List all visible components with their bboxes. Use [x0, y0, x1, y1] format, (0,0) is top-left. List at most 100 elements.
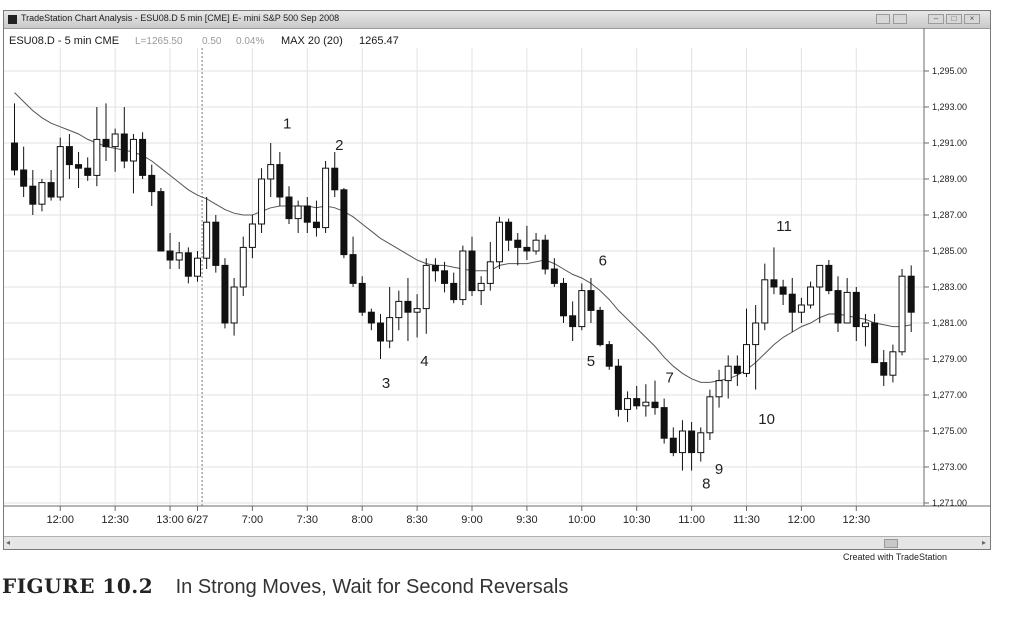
- candle-body-down: [514, 239, 522, 248]
- candle: [11, 103, 18, 176]
- candle: [294, 200, 302, 233]
- time-tick-label: 9:00: [461, 514, 482, 526]
- candle-body-down: [312, 221, 320, 229]
- bar-count-label: 7: [665, 369, 673, 386]
- candle: [678, 420, 686, 471]
- candle-body-down: [166, 250, 174, 261]
- price-axis[interactable]: 1,295.00 1,293.00 1,291.00 1,289.00 1,287.00…: [924, 66, 967, 508]
- candle-body-up: [532, 239, 540, 252]
- candle: [84, 157, 92, 181]
- candle-body-down: [523, 246, 531, 252]
- price-tick-label: 1,273.00: [932, 462, 967, 472]
- minimize-button[interactable]: –: [928, 14, 944, 24]
- candle-body-up: [843, 291, 851, 324]
- candle: [843, 278, 851, 324]
- candle-body-up: [386, 317, 394, 342]
- candle-body-down: [468, 250, 476, 292]
- time-tick-label: 8:30: [406, 514, 427, 526]
- bar-count-label: 10: [758, 411, 775, 428]
- scroll-left-arrow-icon[interactable]: ◂: [6, 538, 11, 547]
- candle-body-down: [541, 239, 549, 270]
- grid-toggle-button[interactable]: [876, 14, 890, 24]
- candle-body-up: [678, 430, 686, 454]
- candle: [688, 422, 696, 471]
- link-toggle-button[interactable]: [893, 14, 907, 24]
- candle: [184, 247, 192, 284]
- candle-body-up: [413, 308, 421, 313]
- figure-caption: FIGURE 10.2 In Strong Moves, Wait for Se…: [2, 574, 568, 599]
- candle-body-down: [303, 205, 311, 223]
- candle: [377, 314, 384, 359]
- bar-count-label: 4: [420, 353, 428, 370]
- candle-body-up: [578, 290, 586, 328]
- candle: [194, 251, 201, 282]
- candle: [267, 143, 275, 197]
- candle: [312, 200, 320, 237]
- price-tick-label: 1,281.00: [932, 318, 967, 328]
- tradestation-credit: Created with TradeStation: [843, 552, 948, 562]
- candle-body-down: [907, 275, 915, 313]
- horizontal-scrollbar[interactable]: ◂ ▸: [4, 536, 990, 549]
- candle-body-up: [248, 223, 256, 248]
- candle-body-up: [706, 396, 714, 434]
- candle: [20, 146, 28, 197]
- candle-body-down: [596, 309, 604, 346]
- candle: [459, 245, 467, 305]
- candle: [349, 236, 357, 287]
- candle-body-up: [56, 146, 64, 198]
- indicator-label: MAX 20 (20): [281, 35, 343, 47]
- candle: [38, 179, 46, 212]
- candle: [441, 261, 449, 293]
- price-tick-label: 1,293.00: [932, 102, 967, 112]
- candle-body-up: [715, 380, 723, 398]
- candle: [706, 389, 714, 440]
- candle: [505, 218, 513, 251]
- time-tick-label: 6/27: [187, 514, 208, 526]
- candle: [880, 350, 888, 386]
- time-axis[interactable]: 12:00 12:30 13:00 6/27 7:00 7:30 8:00 8:30 9:00 9…: [46, 506, 870, 526]
- candle: [514, 233, 522, 266]
- maximize-button[interactable]: □: [946, 14, 962, 24]
- candle-body-down: [569, 315, 577, 328]
- candle: [111, 128, 119, 172]
- candle: [431, 258, 439, 282]
- candle: [477, 276, 485, 305]
- candle-body-down: [505, 221, 513, 241]
- figure-label: FIGURE 10.2: [2, 574, 154, 598]
- price-tick-label: 1,291.00: [932, 138, 967, 148]
- price-tick-label: 1,275.00: [932, 426, 967, 436]
- candle-body-down: [587, 290, 595, 311]
- candle: [770, 247, 778, 295]
- candle: [633, 386, 641, 410]
- candle: [303, 197, 311, 233]
- candle-body-up: [129, 138, 137, 162]
- time-tick-label: 7:30: [297, 514, 318, 526]
- bar-count-label: 1: [283, 116, 291, 133]
- candle-body-down: [651, 401, 659, 409]
- candle-body-up: [93, 138, 101, 176]
- candle-body-up: [861, 322, 869, 328]
- candle-body-up: [761, 279, 769, 324]
- candle-body-down: [148, 174, 156, 193]
- candle-body-down: [349, 254, 357, 284]
- candle: [422, 258, 430, 334]
- close-button[interactable]: ×: [964, 14, 980, 24]
- price-tick-label: 1,279.00: [932, 354, 967, 364]
- candle: [322, 161, 330, 233]
- candle: [230, 278, 238, 336]
- candle-body-up: [38, 182, 46, 205]
- candle: [395, 290, 403, 331]
- price-chart[interactable]: 1,295.00 1,293.00 1,291.00 1,289.00 1,287.00…: [4, 28, 990, 538]
- scroll-right-arrow-icon[interactable]: ▸: [981, 538, 986, 547]
- candle: [29, 170, 37, 215]
- candle-body-up: [111, 133, 119, 148]
- candle: [47, 170, 55, 201]
- candle-body-up: [624, 398, 632, 410]
- time-tick-label: 11:30: [733, 514, 760, 526]
- candle-body-up: [889, 351, 897, 376]
- candle-body-down: [221, 264, 229, 324]
- candle-body-down: [276, 164, 284, 198]
- candle-body-up: [267, 164, 275, 180]
- scroll-thumb[interactable]: [884, 539, 898, 548]
- price-tick-label: 1,271.00: [932, 498, 967, 508]
